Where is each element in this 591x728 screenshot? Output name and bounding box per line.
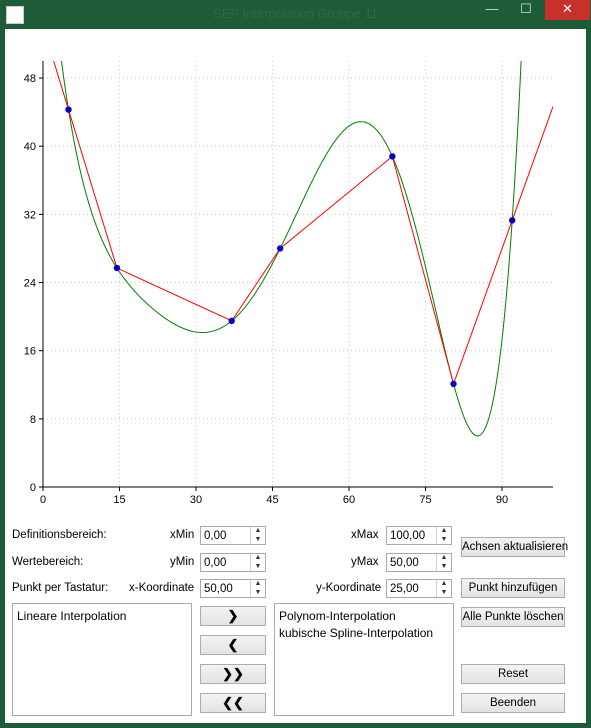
xmin-down-arrow-icon[interactable]: ▼: [254, 536, 262, 543]
xmin-label: xMin: [170, 529, 195, 541]
wertebereich-label: Wertebereich:: [12, 556, 84, 568]
x-koordinate-spinbox[interactable]: ▲▼: [200, 579, 266, 598]
punkt-hinzufuegen-button[interactable]: Punkt hinzufügen: [461, 578, 565, 598]
data-point[interactable]: [113, 264, 121, 272]
polynom-interpolation-curve: [60, 61, 522, 437]
beenden-button[interactable]: Beenden: [461, 693, 565, 713]
xmax-input[interactable]: [387, 527, 438, 544]
y-tick-label: 48: [24, 73, 36, 85]
y-koordinate-input[interactable]: [387, 580, 438, 597]
y-koordinate-spinbox[interactable]: ▲▼: [386, 579, 452, 598]
ymax-down-arrow-icon[interactable]: ▼: [440, 563, 448, 570]
y-tick-label: 16: [24, 346, 36, 358]
data-point[interactable]: [65, 106, 72, 113]
move-left-one-button[interactable]: ❮: [200, 635, 266, 655]
y-koordinate-down-arrow-icon[interactable]: ▼: [440, 589, 448, 596]
y-tick-label: 32: [24, 209, 36, 221]
ymin-label: yMin: [170, 556, 195, 568]
xmax-label: xMax: [351, 529, 379, 541]
xmin-up-arrow-icon[interactable]: ▲: [254, 527, 262, 534]
ymax-input[interactable]: [387, 554, 438, 571]
xmin-spinbox[interactable]: ▲▼: [200, 526, 266, 545]
ymin-spinbox[interactable]: ▲▼: [200, 553, 266, 572]
ymax-spinbox[interactable]: ▲▼: [386, 553, 452, 572]
reset-button[interactable]: Reset: [461, 664, 565, 684]
main-window: 0 15 30 45 60 75 90 0 8 16 24 32 40 48 Definitionsber…: [5, 29, 586, 723]
x-koordinate-down-arrow-icon[interactable]: ▼: [254, 589, 262, 596]
curves-group: [53, 61, 553, 437]
ymax-label: yMax: [351, 556, 379, 568]
maximize-button[interactable]: ☐: [520, 1, 532, 16]
list-item[interactable]: kubische Spline-Interpolation: [279, 626, 434, 640]
ymin-down-arrow-icon[interactable]: ▼: [254, 563, 262, 570]
x-tick-label: 45: [266, 494, 278, 506]
app-icon: [6, 6, 24, 24]
definitionsbereich-label: Definitionsbereich:: [12, 529, 107, 541]
y-tick-label: 0: [30, 482, 36, 494]
data-point[interactable]: [450, 380, 457, 388]
close-button[interactable]: ✕: [545, 0, 590, 20]
window-title: SEP Interpolation Gruppe 11: [212, 6, 379, 21]
punkt-per-tastatur-label: Punkt per Tastatur:: [12, 582, 109, 594]
list-item[interactable]: Polynom-Interpolation: [279, 609, 396, 623]
data-point[interactable]: [228, 317, 235, 325]
active-methods-list[interactable]: Lineare Interpolation: [12, 603, 192, 716]
x-tick-label: 90: [496, 494, 508, 506]
x-tick-label: 0: [40, 494, 46, 506]
x-koordinate-input[interactable]: [201, 580, 252, 597]
x-koordinate-up-arrow-icon[interactable]: ▲: [254, 580, 262, 587]
move-left-all-button[interactable]: ❮❮: [200, 693, 266, 713]
xmax-up-arrow-icon[interactable]: ▲: [440, 527, 448, 534]
available-methods-list[interactable]: Polynom-Interpolation kubische Spline-In…: [274, 603, 454, 716]
xmax-spinbox[interactable]: ▲▼: [386, 526, 452, 545]
minimize-button[interactable]: —: [485, 1, 499, 16]
achsen-aktualisieren-button[interactable]: Achsen aktualisieren: [461, 537, 568, 557]
y-koordinate-label: y-Koordinate: [316, 582, 382, 594]
x-tick-label: 75: [419, 494, 431, 506]
x-tick-label: 30: [190, 494, 202, 506]
move-right-all-button[interactable]: ❯❯: [200, 664, 266, 684]
data-point[interactable]: [509, 217, 516, 224]
title-bar: SEP Interpolation Gruppe 11 — ☐ ✕: [0, 0, 591, 28]
xmin-input[interactable]: [201, 527, 252, 544]
xmax-down-arrow-icon[interactable]: ▼: [440, 536, 448, 543]
alle-punkte-loeschen-button[interactable]: Alle Punkte löschen: [461, 607, 565, 627]
x-tick-label: 60: [343, 494, 355, 506]
y-tick-label: 40: [24, 141, 36, 153]
data-point[interactable]: [389, 153, 396, 160]
interpolation-plot[interactable]: 0 15 30 45 60 75 90 0 8 16 24 32 40 48: [5, 29, 586, 509]
x-koordinate-label: x-Koordinate: [129, 582, 195, 594]
ymin-up-arrow-icon[interactable]: ▲: [254, 554, 262, 561]
move-right-one-button[interactable]: ❯: [200, 606, 266, 626]
y-tick-label: 24: [24, 278, 36, 290]
y-tick-label: 8: [30, 414, 36, 426]
lineare-interpolation-curve: [53, 61, 553, 386]
x-tick-label: 15: [113, 494, 125, 506]
data-point[interactable]: [276, 245, 284, 252]
ymin-input[interactable]: [201, 554, 252, 571]
y-koordinate-up-arrow-icon[interactable]: ▲: [440, 580, 448, 587]
ymax-up-arrow-icon[interactable]: ▲: [440, 554, 448, 561]
list-item[interactable]: Lineare Interpolation: [17, 609, 127, 623]
